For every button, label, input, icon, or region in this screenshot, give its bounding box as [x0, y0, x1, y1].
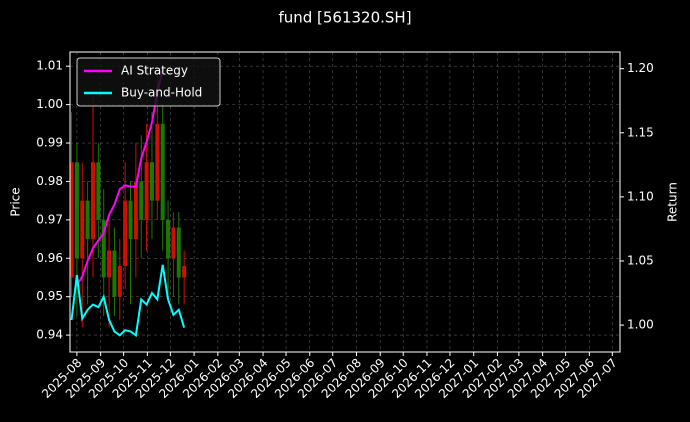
- y-tick-label: 0.99: [36, 136, 63, 150]
- candle-body: [176, 227, 181, 278]
- candle-body: [112, 250, 117, 297]
- line-series: [76, 69, 164, 286]
- candle-body: [160, 123, 165, 220]
- y-axis-label: Price: [9, 187, 23, 216]
- candle-body: [182, 265, 187, 278]
- y2-tick-label: 1.05: [627, 253, 654, 267]
- chart-title: fund [561320.SH]: [278, 9, 411, 27]
- candle-body: [144, 162, 149, 220]
- candle-body: [166, 219, 171, 259]
- y2-axis-label: Return: [666, 182, 680, 222]
- candle-body: [69, 162, 74, 278]
- candle-body: [155, 123, 160, 201]
- y-tick-label: 0.97: [36, 212, 63, 226]
- y-tick-label: 0.95: [36, 289, 63, 303]
- candle-body: [96, 162, 101, 220]
- candle-body: [117, 265, 122, 297]
- legend-label: AI Strategy: [121, 64, 188, 78]
- candle-body: [80, 200, 85, 259]
- candle-body: [149, 162, 154, 201]
- y-tick-label: 1.01: [36, 59, 63, 73]
- legend-label: Buy-and-Hold: [121, 86, 202, 100]
- candle-body: [107, 250, 112, 278]
- candle-body: [123, 200, 128, 266]
- line-series: [70, 264, 186, 338]
- candle-body: [85, 200, 90, 240]
- candle-body: [139, 181, 144, 220]
- y2-tick-label: 1.00: [627, 318, 654, 332]
- y2-tick-label: 1.10: [627, 189, 654, 203]
- candle-body: [74, 162, 79, 259]
- y2-tick-label: 1.20: [627, 61, 654, 75]
- candle-body: [171, 227, 176, 259]
- candle-body: [90, 162, 95, 240]
- y-tick-label: 1.00: [36, 97, 63, 111]
- candle-body: [101, 219, 106, 278]
- y-tick-label: 0.98: [36, 174, 63, 188]
- y-tick-label: 0.94: [36, 328, 63, 342]
- y2-tick-label: 1.15: [627, 125, 654, 139]
- legend-box: [76, 57, 221, 107]
- y-tick-label: 0.96: [36, 251, 63, 265]
- legend: AI Strategy Buy-and-Hold: [76, 57, 221, 107]
- plot-frame: [69, 51, 621, 353]
- candle-body: [133, 181, 138, 240]
- candle-body: [128, 200, 133, 240]
